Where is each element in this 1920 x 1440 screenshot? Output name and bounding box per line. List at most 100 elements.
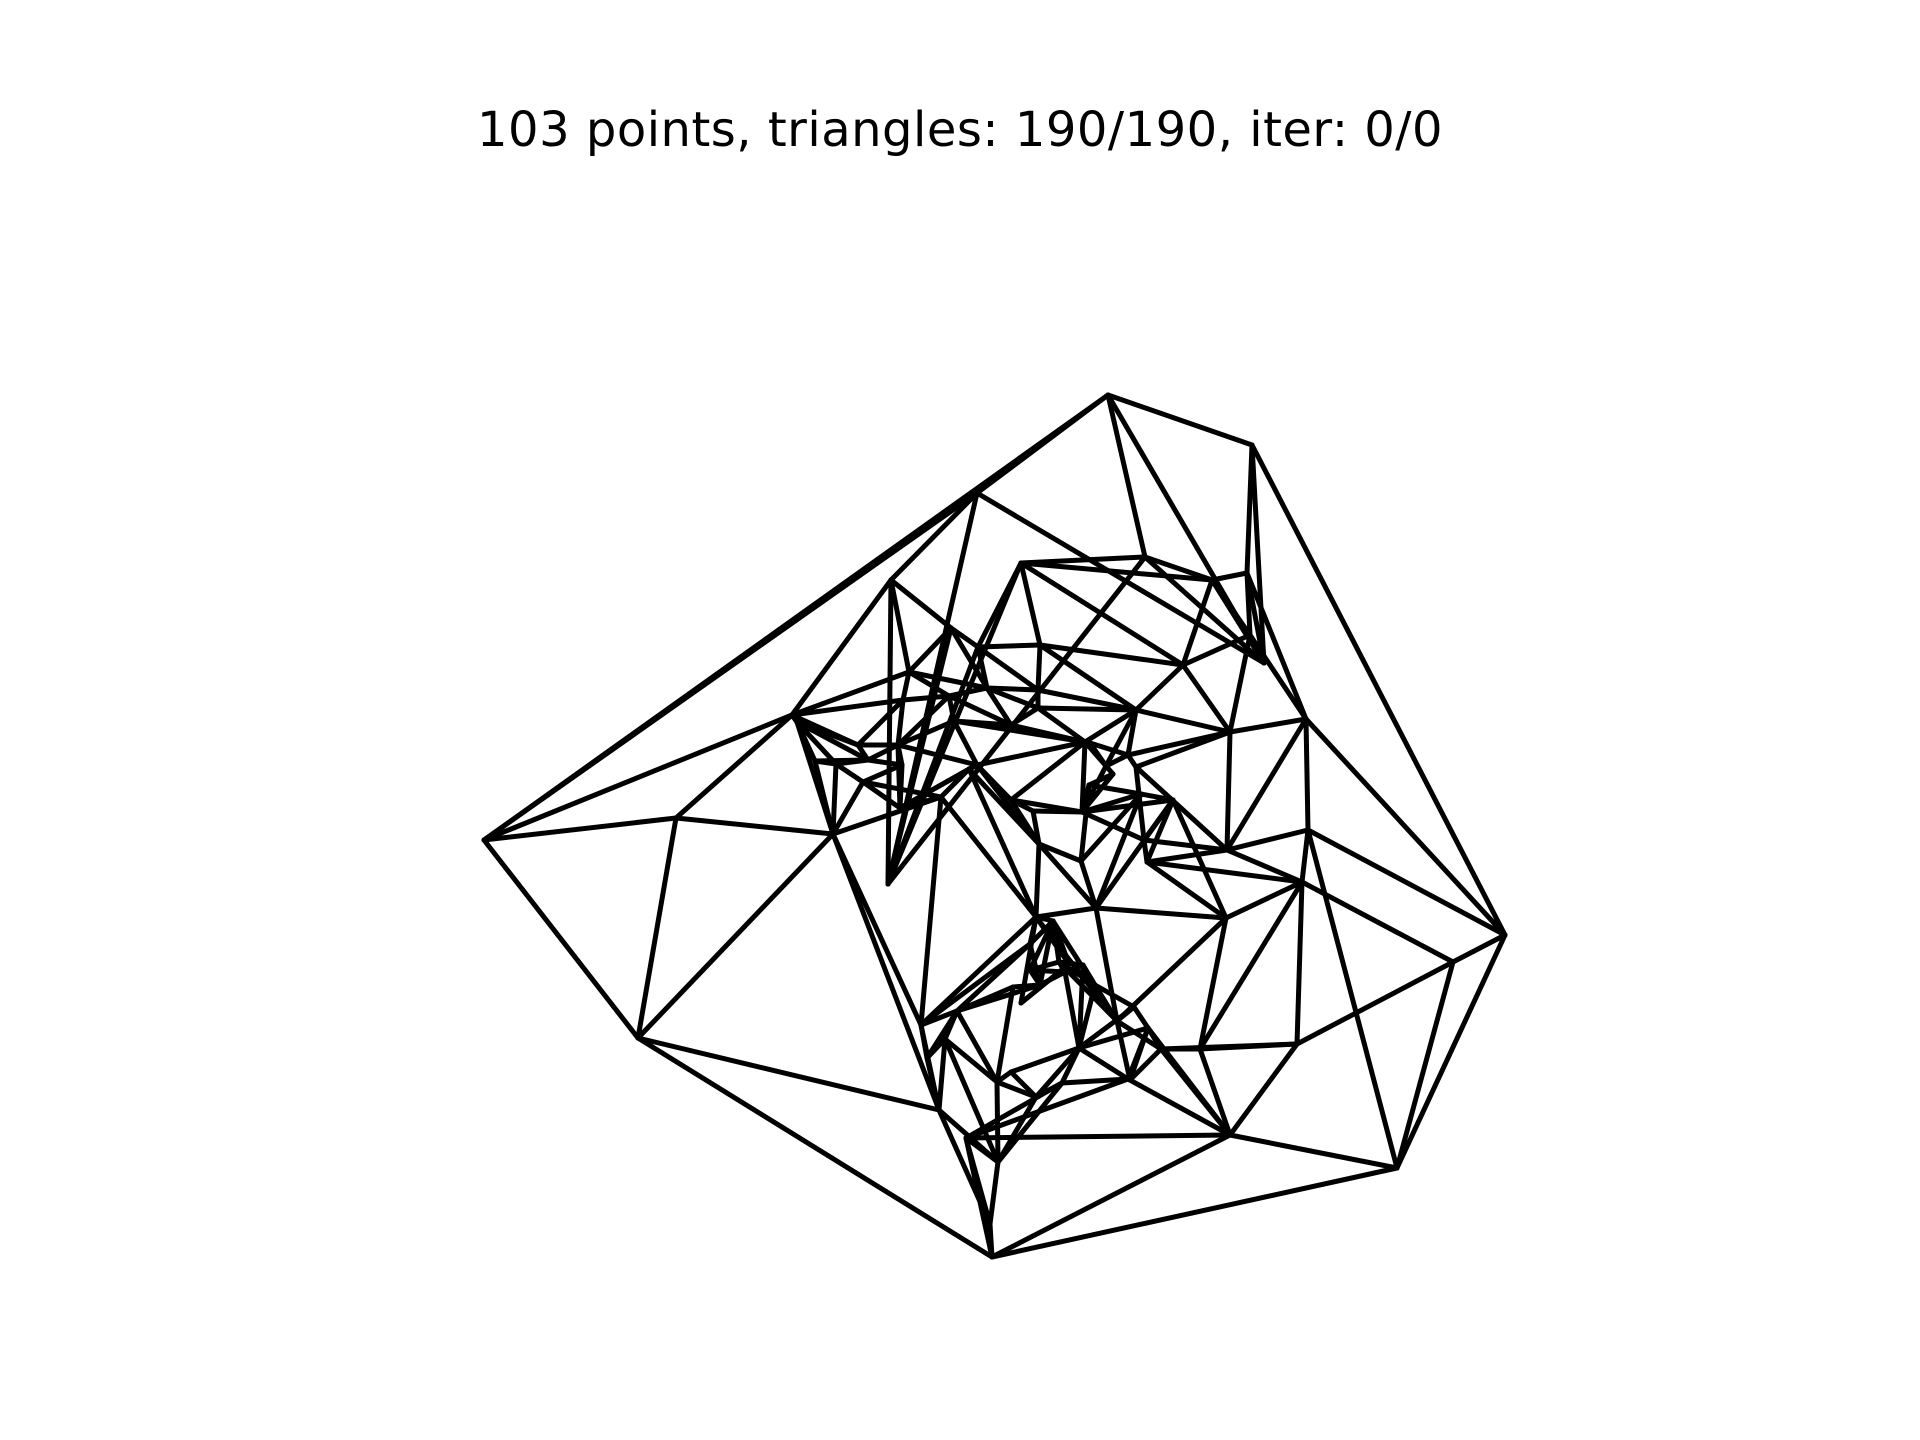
mesh-edge	[1059, 1076, 1131, 1086]
mesh-edge	[860, 779, 903, 811]
mesh-edge	[974, 392, 1111, 496]
mesh-edge	[1035, 705, 1139, 713]
mesh-edge	[1197, 1046, 1233, 1138]
mesh-edge	[900, 669, 912, 703]
mesh-edge	[1294, 959, 1456, 1047]
mesh-edge	[897, 762, 905, 811]
mesh-edge	[833, 761, 866, 785]
mesh-edge	[900, 693, 952, 703]
mesh-edge	[794, 719, 839, 767]
mesh-edge	[975, 642, 1043, 650]
mesh-edge	[673, 815, 836, 837]
mesh-edge	[1018, 554, 1148, 566]
mesh-edge	[1127, 1046, 1164, 1083]
mesh-edge	[942, 1008, 960, 1042]
mesh-edge	[918, 1022, 930, 1061]
mesh-edge	[1299, 827, 1311, 885]
mesh-edge	[1224, 827, 1311, 853]
mesh-edge	[954, 941, 1033, 1014]
mesh-edge	[984, 685, 1041, 711]
mesh-edge	[936, 1036, 948, 1113]
mesh-edge	[1197, 915, 1229, 1052]
mesh-edge	[888, 577, 954, 631]
mesh-edge	[1249, 442, 1508, 938]
mesh-edge	[635, 831, 836, 1041]
mesh-edge	[954, 982, 1043, 1014]
mesh-edge	[1033, 905, 1099, 920]
mesh-edge	[1037, 918, 1056, 988]
mesh-edge	[1131, 1004, 1151, 1031]
mesh-edge	[1093, 791, 1144, 911]
mesh-edge	[1050, 918, 1072, 967]
mesh-edge	[975, 560, 1024, 650]
mesh-edge	[1133, 729, 1233, 770]
mesh-edge	[987, 1159, 1001, 1227]
mesh-edge	[895, 742, 980, 768]
mesh-edge	[1076, 962, 1086, 1051]
mesh-edge	[1092, 982, 1120, 1024]
mesh-edge	[1008, 739, 1088, 803]
mesh-edge	[946, 693, 957, 724]
mesh-edge	[1144, 859, 1229, 921]
mesh-edge	[1197, 879, 1305, 1052]
mesh-edge	[1138, 791, 1176, 803]
mesh-edge	[984, 685, 1041, 693]
mesh-edge	[942, 1036, 1000, 1085]
mesh-edge	[1158, 1041, 1300, 1052]
mesh-edge	[1224, 716, 1309, 853]
mesh-edge	[1224, 729, 1233, 853]
mesh-edge	[1180, 577, 1215, 668]
mesh-edge	[994, 984, 1016, 1085]
mesh-edge	[1244, 442, 1255, 576]
mesh-edge	[885, 644, 981, 887]
mesh-edge	[1209, 570, 1250, 583]
mesh-edge	[895, 697, 906, 748]
mesh-edge	[1244, 570, 1253, 638]
mesh-edge	[888, 577, 912, 675]
mesh-edge	[942, 1036, 1001, 1165]
mesh-edge	[1087, 740, 1131, 758]
mesh-edge	[1035, 642, 1043, 693]
mesh-edge	[918, 794, 944, 1028]
mesh-edge	[1247, 632, 1309, 722]
mesh-edge	[789, 669, 912, 718]
mesh-edge	[1008, 797, 1085, 815]
mesh-edge	[963, 1080, 1065, 1141]
mesh-edge	[1062, 962, 1086, 975]
mesh-edge	[865, 757, 905, 768]
mesh-edge	[1305, 827, 1508, 938]
mesh-edge	[987, 1221, 995, 1260]
mesh-edge	[1303, 716, 1508, 938]
mesh-edge	[673, 712, 795, 821]
mesh-edge	[1125, 1076, 1233, 1138]
mesh-edge	[1144, 859, 1305, 885]
mesh-edge	[918, 914, 1039, 1028]
mesh-edge	[1227, 716, 1309, 735]
mesh-edge	[951, 718, 980, 768]
mesh-edge	[1027, 918, 1056, 973]
mesh-edge	[948, 625, 990, 691]
mesh-edge	[1224, 847, 1305, 885]
mesh-edge	[1133, 707, 1233, 735]
mesh-edge	[1103, 707, 1139, 769]
mesh-edge	[1033, 841, 1042, 920]
mesh-edge	[1114, 1018, 1164, 1052]
mesh-edge	[830, 794, 944, 837]
mesh-edge	[855, 697, 906, 748]
mesh-edge	[481, 490, 980, 843]
mesh-edge	[1180, 662, 1233, 735]
mesh-edge	[1144, 847, 1230, 865]
mesh-edge	[830, 831, 942, 1113]
mesh-edge	[635, 1035, 942, 1113]
mesh-edge	[1133, 662, 1186, 713]
mesh-edge	[885, 625, 954, 887]
mesh-edge	[865, 742, 901, 763]
mesh-edge	[1078, 858, 1099, 911]
mesh-edge	[989, 1132, 1233, 1260]
mesh-edge	[963, 1132, 1233, 1141]
mesh-edge	[1008, 705, 1041, 728]
mesh-edge	[1037, 642, 1139, 713]
mesh-edge	[860, 762, 905, 785]
